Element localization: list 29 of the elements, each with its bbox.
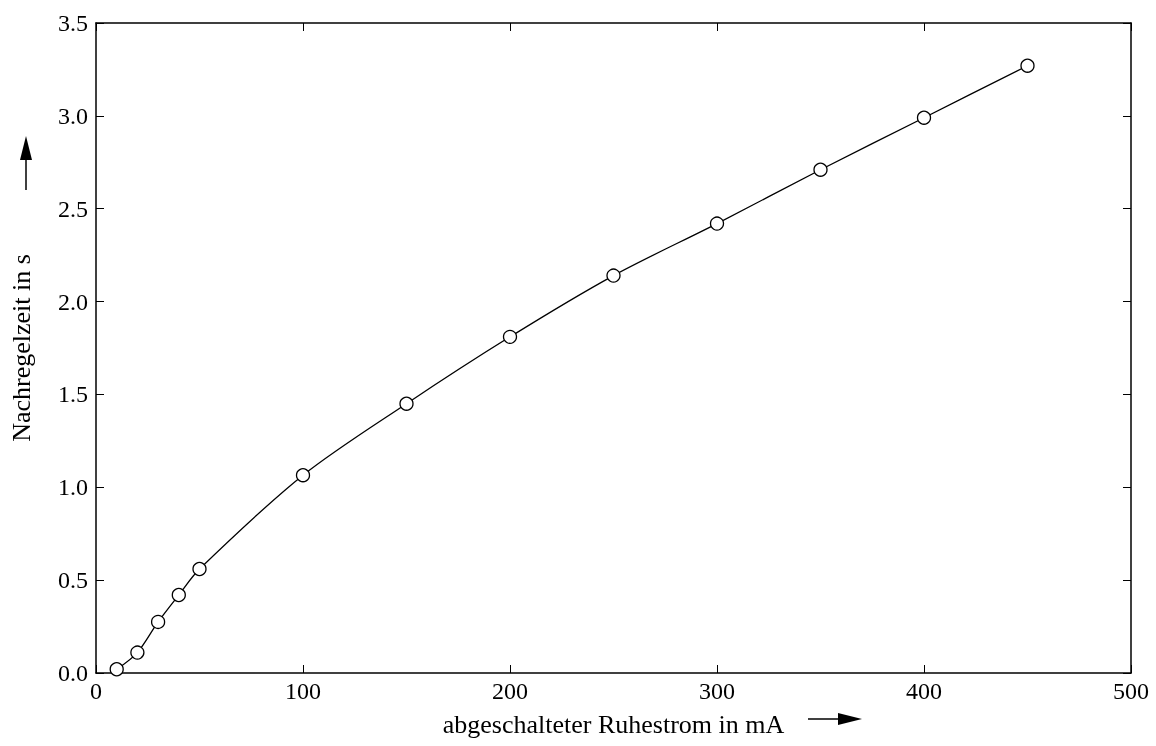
y-tick-label: 3.5	[58, 10, 88, 36]
x-tick-label: 100	[285, 678, 321, 704]
point	[813, 162, 828, 177]
point	[916, 110, 932, 125]
x-tick-label: 0	[90, 678, 102, 704]
y-tick-label: 1.5	[58, 381, 88, 408]
x-tick-label: 400	[906, 678, 942, 704]
y-tick-label: 0.0	[58, 660, 88, 686]
x-tick-label: 300	[699, 678, 735, 704]
point	[150, 614, 166, 630]
point	[502, 329, 518, 344]
point	[399, 396, 414, 411]
point	[109, 662, 124, 677]
y-tick-label: 2.0	[58, 288, 88, 315]
y-axis-title: Nachregelzeit in s	[6, 254, 36, 442]
point	[606, 268, 621, 283]
point	[709, 216, 725, 231]
point	[171, 587, 186, 603]
y-tick-label: 0.5	[58, 567, 88, 594]
point	[1020, 58, 1035, 73]
point	[295, 468, 311, 483]
point	[192, 561, 207, 577]
x-tick-label: 200	[492, 678, 528, 704]
point	[130, 645, 145, 660]
x-axis-title: abgeschalteter Ruhestrom in mA	[442, 709, 785, 739]
x-tick-label: 500	[1113, 678, 1149, 704]
y-tick-label: 1.0	[58, 474, 88, 501]
y-tick-label: 3.0	[58, 102, 88, 129]
y-tick-label: 2.5	[58, 195, 88, 222]
